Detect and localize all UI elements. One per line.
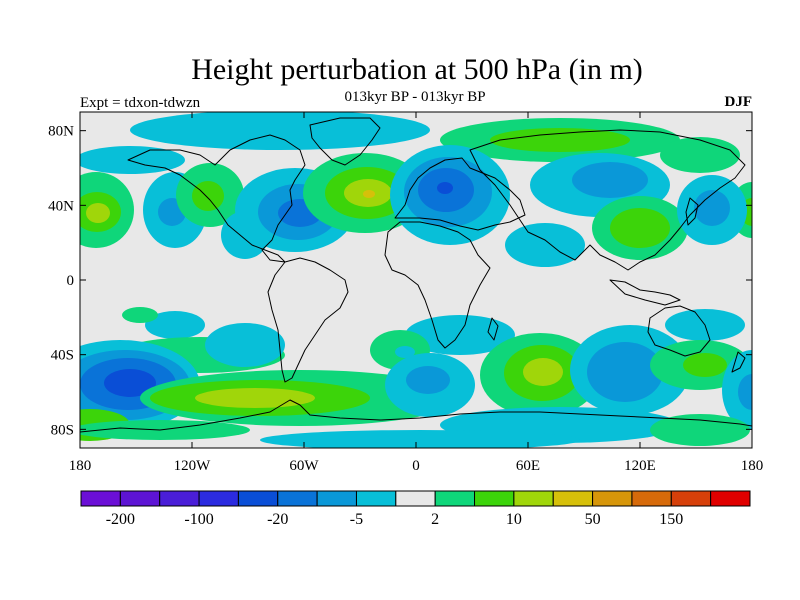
lon-tick-label: 120W [174, 458, 212, 474]
new-zealand-coast [731, 351, 746, 373]
map-subtitle: 013kyr BP - 013kyr BP [344, 89, 486, 105]
south-america-coast [267, 257, 349, 383]
experiment-label: Expt = tdxon-tdwzn [80, 95, 201, 111]
colorbar-box [237, 490, 279, 507]
africa-coast [384, 221, 491, 349]
colorbar-box [119, 490, 161, 507]
season-label: DJF [724, 94, 753, 110]
colorbar-box [513, 490, 554, 507]
north-america-coast [127, 134, 306, 263]
south-atlantic-trough [385, 353, 475, 417]
colorbar-box [277, 490, 318, 507]
nw-pacific-trough [677, 175, 747, 245]
north-atlantic-ridge [303, 153, 427, 233]
longitude-ticks: 180 120W 60W 0 60E 120E 180 [69, 112, 764, 474]
antarctica-coast [80, 399, 752, 433]
colorbar-label: -100 [184, 511, 213, 528]
east-edge-trough [722, 350, 752, 430]
lon-tick-label: 60E [516, 458, 540, 474]
madagascar-coast [487, 317, 499, 341]
colorbar-box [159, 490, 200, 507]
lat-tick-label: 40N [48, 198, 74, 214]
australia-trough [570, 325, 690, 415]
latitude-ticks: 80N 40N 0 40S 80S [48, 124, 752, 438]
lon-tick-label: 180 [69, 458, 92, 474]
southern-ocean-ridge [80, 370, 460, 441]
europe-coast [394, 157, 526, 231]
north-pacific-ridge-west [80, 172, 134, 248]
middle-east-trough [505, 223, 585, 267]
lat-tick-label: 80S [51, 422, 74, 438]
south-america-trough [205, 323, 285, 367]
colorbar-box [631, 490, 672, 507]
colorbar-box [474, 490, 515, 507]
colorbar-box [670, 490, 712, 507]
lon-tick-label: 120E [624, 458, 656, 474]
south-indian-ridge [480, 333, 600, 417]
east-asia-ridge [592, 196, 688, 260]
maritime-continent-coast [609, 279, 681, 306]
colorbar-box [80, 490, 121, 507]
lat-tick-label: 80N [48, 124, 74, 140]
colorbar-label: 50 [585, 511, 601, 528]
colorbar-label: -200 [106, 511, 135, 528]
lon-tick-label: 180 [741, 458, 764, 474]
lon-tick-label: 0 [412, 458, 420, 474]
colorbar-box [552, 490, 594, 507]
colorbar-label: 150 [659, 511, 683, 528]
lon-tick-label: 60W [289, 458, 319, 474]
lat-tick-label: 40S [51, 348, 74, 364]
colorbar-label: 2 [431, 511, 439, 528]
ne-pacific-ridge [176, 163, 244, 227]
lat-tick-label: 0 [67, 273, 75, 289]
colorbar-box [316, 490, 357, 507]
japan-coast [685, 197, 699, 226]
colorbar-box [355, 490, 397, 507]
australia-coast [647, 305, 711, 357]
colorbar-label: -5 [350, 511, 363, 528]
colorbar-box [198, 490, 239, 507]
colorbar-boxes [80, 490, 751, 507]
map-title: Height perturbation at 500 hPa (in m) [191, 53, 643, 86]
colorbar-box [592, 490, 633, 507]
colorbar-box [710, 490, 751, 507]
coastlines [80, 117, 752, 433]
greenland-coast [309, 117, 381, 166]
colorbar-label: -20 [267, 511, 288, 528]
colorbar-box [434, 490, 476, 507]
colorbar-labels: -200 -100 -20 -5 2 10 50 150 [106, 511, 684, 528]
colorbar-label: 10 [506, 511, 522, 528]
arctic-band [80, 112, 740, 174]
colorbar-box [395, 490, 436, 507]
asia-coast [469, 129, 746, 271]
